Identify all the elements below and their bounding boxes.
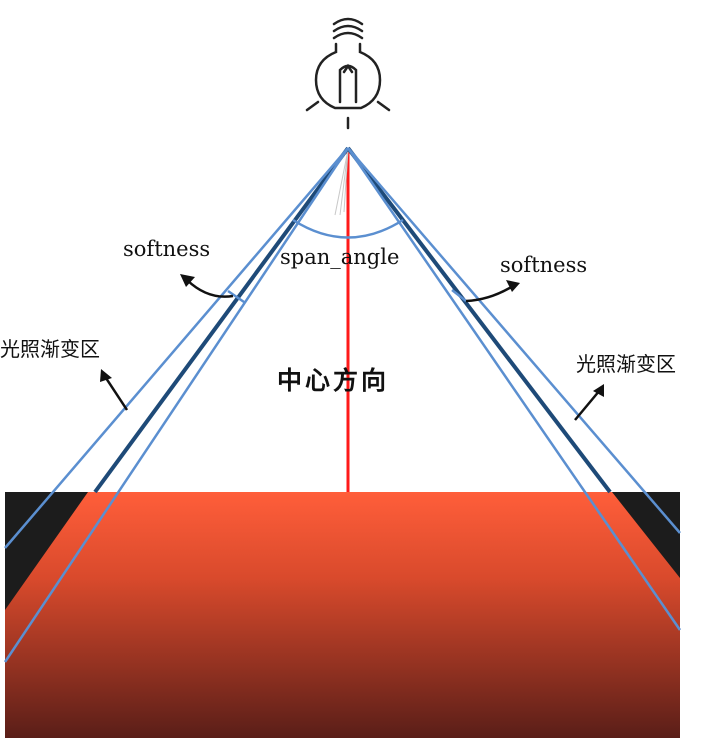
inner-edge-left <box>93 146 350 494</box>
falloff-label-left: 光照渐变区 <box>0 337 100 361</box>
softness-label-right: softness <box>500 253 587 277</box>
span-angle-label: span_angle <box>280 245 399 269</box>
center-direction-label: 中心方向 <box>277 366 389 395</box>
shadow-left <box>5 492 88 610</box>
falloff-label-right: 光照渐变区 <box>576 352 676 376</box>
lit-floor <box>5 492 680 738</box>
arrow-heads <box>100 274 604 397</box>
annotation-arrows <box>102 279 601 421</box>
apex-rays <box>334 149 349 216</box>
cone-outlines <box>3 147 682 663</box>
softness-label-left: softness <box>123 237 210 261</box>
inner-edge-right <box>346 146 612 494</box>
light-bulb-icon <box>305 17 391 130</box>
